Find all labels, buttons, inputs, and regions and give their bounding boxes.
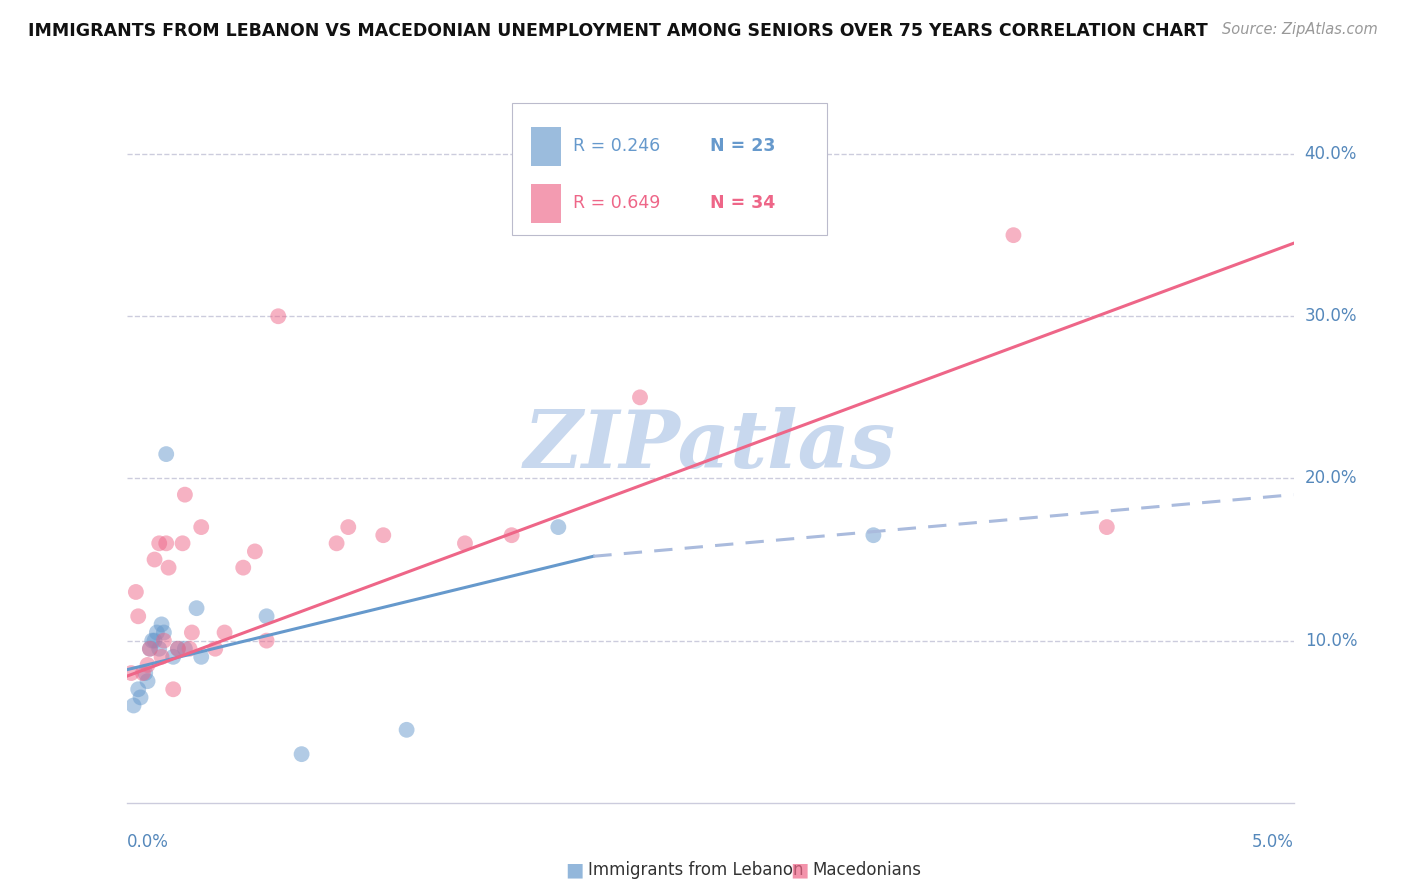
Point <box>243 544 266 558</box>
Point <box>143 633 166 648</box>
Text: N = 23: N = 23 <box>710 137 775 155</box>
Point <box>1002 228 1025 243</box>
Point <box>337 520 360 534</box>
Point <box>290 747 312 761</box>
Point <box>143 552 166 566</box>
Point <box>174 488 197 502</box>
Point <box>150 649 173 664</box>
Point <box>136 657 159 672</box>
Text: ZIPatlas: ZIPatlas <box>524 408 896 484</box>
Point <box>141 633 163 648</box>
Text: 0.0%: 0.0% <box>127 833 169 851</box>
Point <box>125 585 148 599</box>
Point <box>256 609 278 624</box>
Point <box>267 310 290 324</box>
Point <box>167 641 190 656</box>
FancyBboxPatch shape <box>512 103 827 235</box>
Point <box>167 641 190 656</box>
Point <box>132 666 155 681</box>
Point <box>153 625 176 640</box>
Point <box>214 625 236 640</box>
Point <box>148 536 170 550</box>
Text: 40.0%: 40.0% <box>1305 145 1357 163</box>
Text: ■: ■ <box>565 860 583 880</box>
Point <box>162 649 184 664</box>
Point <box>180 625 202 640</box>
Text: Source: ZipAtlas.com: Source: ZipAtlas.com <box>1222 22 1378 37</box>
Point <box>157 560 180 574</box>
Point <box>547 520 569 534</box>
Point <box>172 536 194 550</box>
Point <box>136 674 159 689</box>
Point <box>190 649 212 664</box>
Point <box>501 528 523 542</box>
Point <box>155 447 177 461</box>
Point <box>256 633 278 648</box>
Text: N = 34: N = 34 <box>710 194 775 212</box>
Text: R = 0.246: R = 0.246 <box>574 137 661 155</box>
Text: 30.0%: 30.0% <box>1305 307 1357 326</box>
Point <box>150 617 173 632</box>
Point <box>139 641 162 656</box>
Text: R = 0.649: R = 0.649 <box>574 194 661 212</box>
Point <box>122 698 145 713</box>
Text: 10.0%: 10.0% <box>1305 632 1357 649</box>
Point <box>139 641 162 656</box>
Point <box>120 666 142 681</box>
Bar <box>531 127 561 166</box>
Point <box>155 536 177 550</box>
Point <box>146 625 169 640</box>
Point <box>153 633 176 648</box>
Text: ■: ■ <box>790 860 808 880</box>
Point <box>699 171 721 186</box>
Text: 5.0%: 5.0% <box>1251 833 1294 851</box>
Text: Macedonians: Macedonians <box>813 861 922 879</box>
Text: IMMIGRANTS FROM LEBANON VS MACEDONIAN UNEMPLOYMENT AMONG SENIORS OVER 75 YEARS C: IMMIGRANTS FROM LEBANON VS MACEDONIAN UN… <box>28 22 1208 40</box>
Point <box>325 536 347 550</box>
Point <box>134 666 156 681</box>
Text: Immigrants from Lebanon: Immigrants from Lebanon <box>588 861 803 879</box>
Point <box>127 682 149 697</box>
Point <box>186 601 208 615</box>
Point <box>395 723 418 737</box>
Point <box>162 682 184 697</box>
Point <box>232 560 254 574</box>
Point <box>1095 520 1118 534</box>
Point <box>174 641 197 656</box>
Point <box>148 641 170 656</box>
Point <box>862 528 884 542</box>
Point <box>179 641 201 656</box>
Text: 20.0%: 20.0% <box>1305 469 1357 487</box>
Point <box>190 520 212 534</box>
Point <box>454 536 477 550</box>
Point <box>129 690 152 705</box>
Bar <box>531 184 561 223</box>
Point <box>373 528 395 542</box>
Point <box>204 641 226 656</box>
Point <box>628 390 651 404</box>
Point <box>127 609 149 624</box>
